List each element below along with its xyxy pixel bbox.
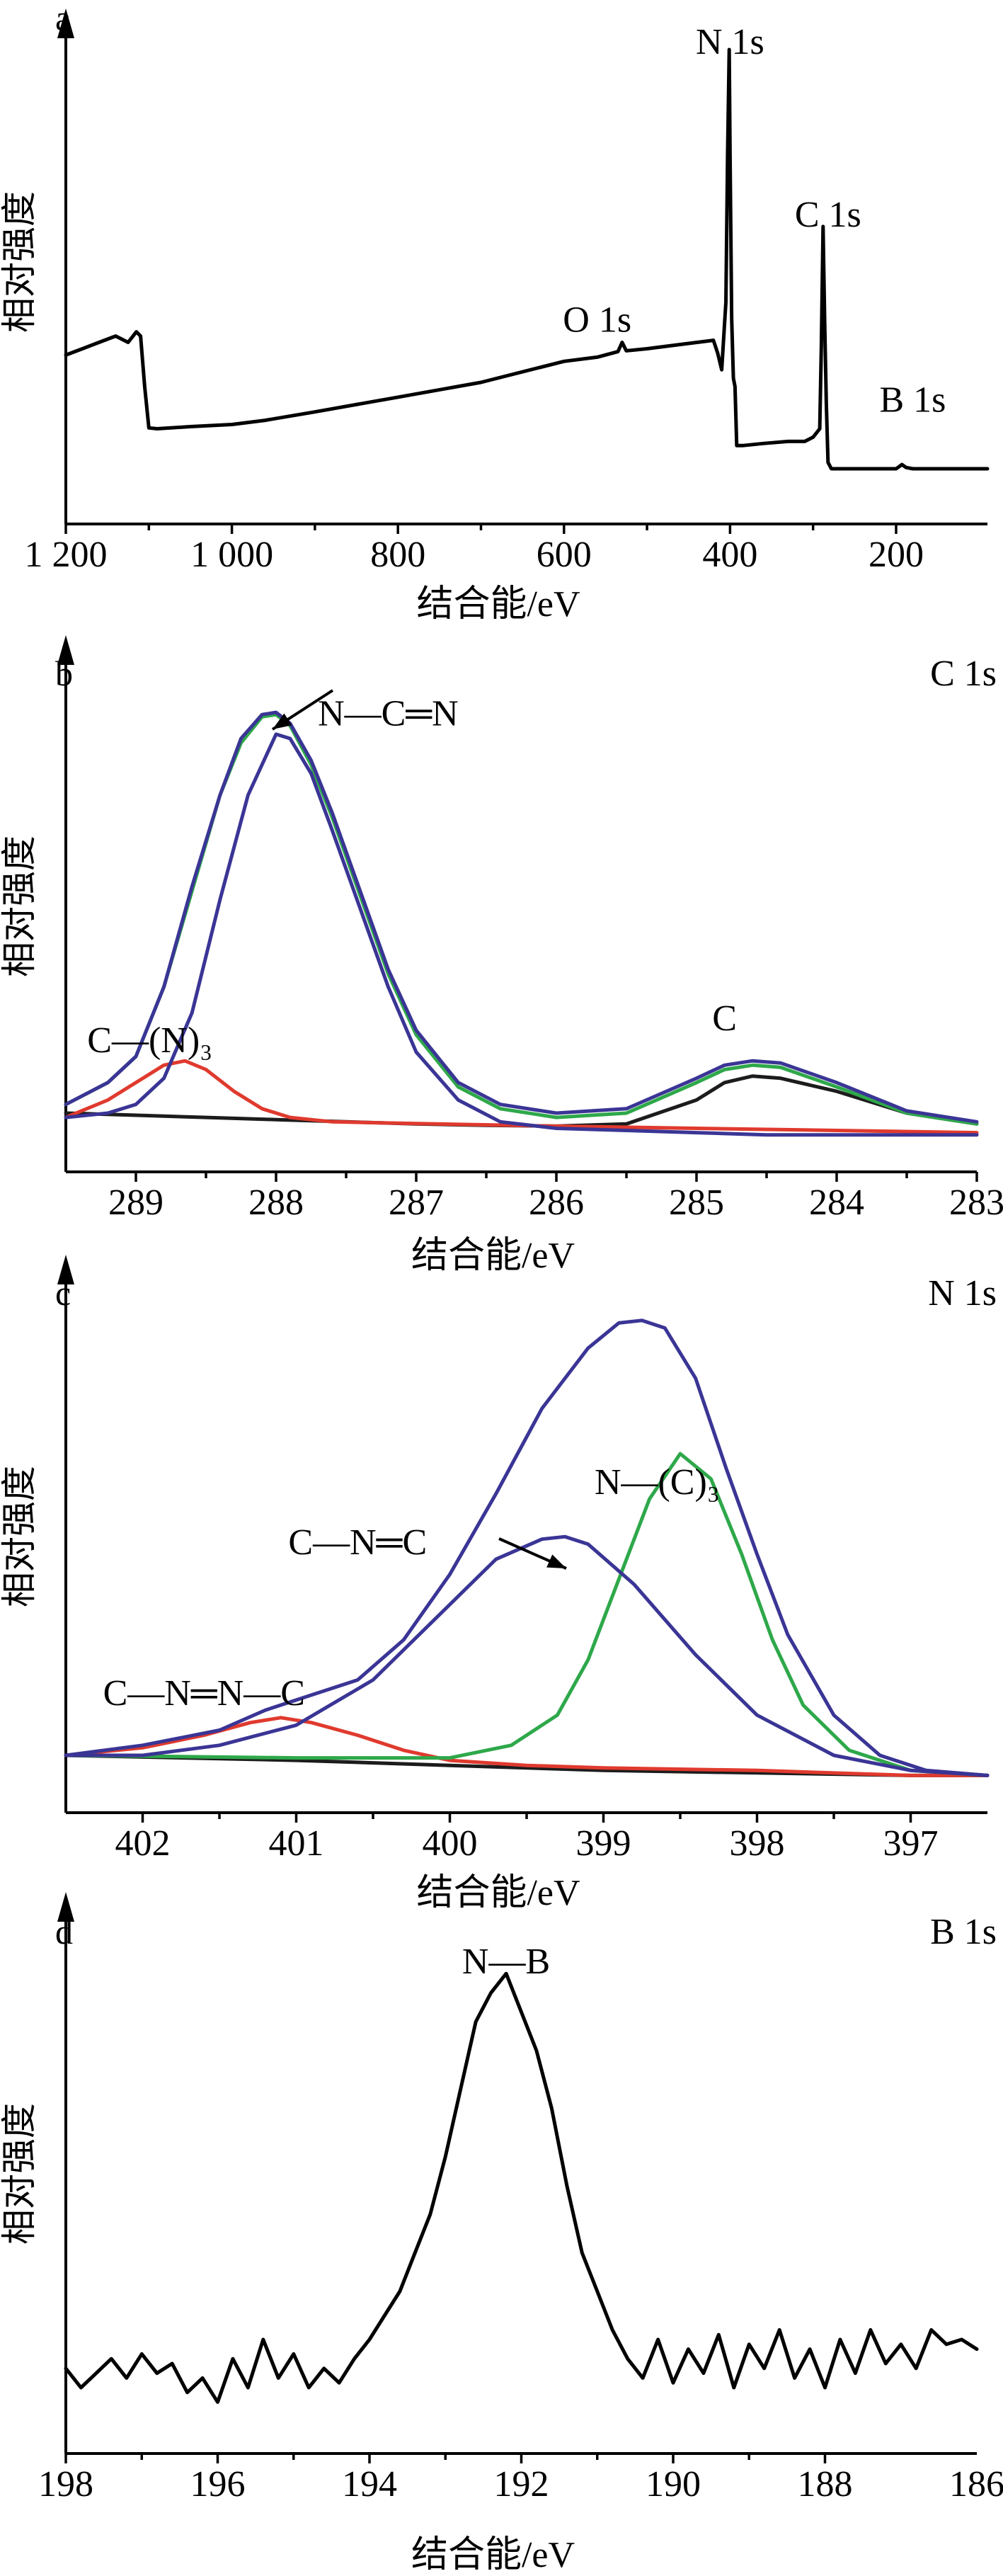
x-tick-label: 400 (423, 1823, 478, 1864)
panel-letter: b (55, 654, 73, 693)
peak-label: C (712, 998, 737, 1039)
x-axis-title: 结合能/eV (411, 1236, 575, 1276)
x-tick-label: 800 (370, 535, 425, 575)
x-tick-label: 200 (869, 535, 924, 575)
panel-element-tag: B 1s (930, 1912, 997, 1952)
x-tick-label: 284 (809, 1182, 864, 1223)
series-line-3 (64, 1452, 990, 1777)
series-line-1 (64, 47, 990, 471)
panel-c: 402 401 400 399 398 397 结合能/eV 相对强度 c N 1s N—(C)₃ C… (0, 1255, 997, 1913)
peak-label: N—C═N (318, 694, 459, 734)
panel-letter: c (55, 1273, 71, 1313)
y-axis-title: 相对强度 (0, 2103, 39, 2245)
x-tick-label: 190 (646, 2464, 701, 2504)
y-axis-title: 相对强度 (0, 836, 39, 977)
series-line-5 (64, 732, 979, 1137)
annotation-arrowhead (546, 1554, 566, 1568)
x-tick-label: 401 (269, 1823, 324, 1864)
y-axis-title: 相对强度 (0, 1466, 39, 1607)
panel-element-tag: N 1s (928, 1273, 997, 1313)
panel-letter: a (55, 0, 71, 38)
y-axis-arrowhead (57, 1892, 74, 1922)
x-tick-label: 398 (730, 1823, 785, 1864)
panel-letter: d (55, 1912, 73, 1951)
series-line-3 (64, 712, 979, 1126)
peak-label: C—(N)₃ (87, 1020, 212, 1061)
y-axis-arrowhead (57, 635, 74, 665)
peak-label: B 1s (879, 380, 946, 421)
x-tick-label: 286 (529, 1182, 584, 1223)
x-tick-label: 402 (115, 1823, 171, 1864)
x-tick-label: 287 (389, 1182, 444, 1223)
x-tick-label: 399 (576, 1823, 631, 1864)
x-tick-label: 1 200 (25, 535, 108, 575)
peak-label: O 1s (563, 300, 631, 341)
y-axis-arrowhead (57, 8, 74, 38)
panel-d: 198 196 194 192 190 188 186 结合能/eV 相对强度 d B 1s N—B (0, 1892, 1003, 2575)
annotation-arrowhead (273, 713, 292, 729)
series-line-5 (64, 1318, 990, 1777)
series-line-4 (64, 1534, 990, 1777)
x-tick-label: 186 (949, 2464, 1003, 2504)
x-tick-label: 188 (798, 2464, 853, 2504)
y-axis-title: 相对强度 (0, 191, 39, 333)
x-tick-label: 1 000 (190, 535, 273, 575)
panel-a: 1 200 1 000 800 600 400 200 结合能/eV 相对强度 a N 1s C 1… (0, 0, 990, 625)
x-tick-label: 196 (190, 2464, 246, 2504)
peak-label: N 1s (696, 22, 764, 62)
x-tick-label: 198 (38, 2464, 93, 2504)
series-line-2 (64, 1059, 979, 1135)
peak-label: C—N═N—C (103, 1673, 305, 1714)
panel-element-tag: C 1s (930, 654, 997, 694)
series-line-1 (64, 1971, 979, 2404)
x-tick-label: 600 (537, 535, 592, 575)
x-tick-label: 194 (342, 2464, 397, 2504)
x-axis-title: 结合能/eV (416, 584, 580, 625)
x-tick-label: 192 (494, 2464, 549, 2504)
series-line-4 (64, 710, 979, 1124)
x-axis-title: 结合能/eV (411, 2535, 575, 2575)
x-tick-label: 283 (949, 1182, 1003, 1223)
x-tick-label: 400 (702, 535, 757, 575)
x-axis-title: 结合能/eV (416, 1873, 580, 1913)
x-tick-label: 397 (883, 1823, 939, 1864)
peak-label: N—(C)₃ (595, 1462, 720, 1503)
panel-b: 289 288 287 286 285 284 283 结合能/eV 相对强度 b C 1s N—C═… (0, 635, 1003, 1276)
x-tick-label: 288 (248, 1182, 304, 1223)
y-axis-arrowhead (57, 1255, 74, 1284)
peak-label: C 1s (795, 195, 861, 235)
peak-label: N—B (462, 1942, 550, 1982)
x-tick-label: 289 (108, 1182, 164, 1223)
x-tick-label: 285 (669, 1182, 724, 1223)
peak-label: C—N═C (288, 1522, 427, 1563)
